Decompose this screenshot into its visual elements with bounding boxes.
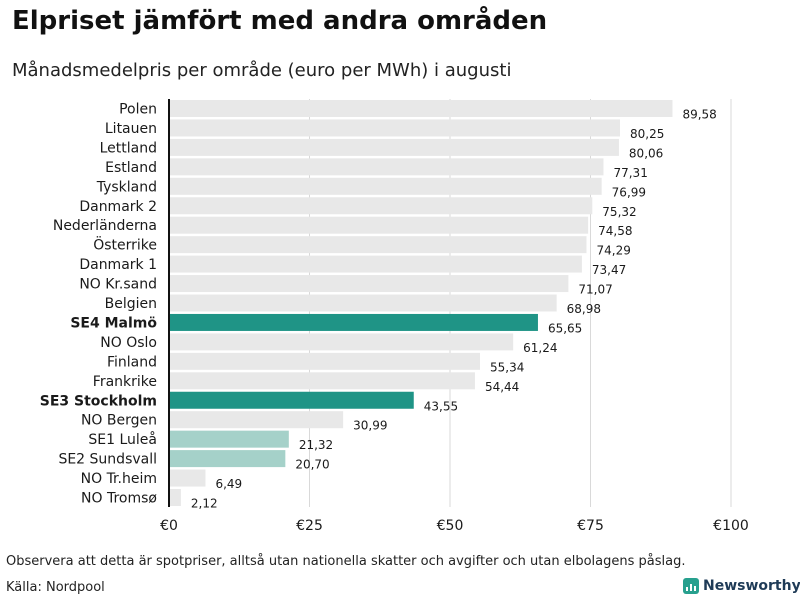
bar <box>169 177 602 195</box>
value-label: 2,12 <box>191 497 218 511</box>
bar <box>169 333 514 351</box>
x-tick-label: €50 <box>437 518 464 534</box>
category-label: NO Tromsø <box>81 491 157 507</box>
category-label: SE2 Sundsvall <box>58 452 157 468</box>
value-label: 6,49 <box>215 477 242 491</box>
x-tick-label: €0 <box>160 518 178 534</box>
bar <box>169 158 604 176</box>
source-label: Källa: Nordpool <box>6 580 105 595</box>
x-tick-label: €25 <box>296 518 323 534</box>
category-label: SE4 Malmö <box>70 315 157 331</box>
value-label: 61,24 <box>523 341 557 355</box>
category-label: NO Oslo <box>100 335 157 351</box>
brand-name: Newsworthy <box>703 578 800 594</box>
bar <box>169 119 621 137</box>
category-label: Danmark 1 <box>79 257 157 273</box>
value-label: 68,98 <box>567 302 601 316</box>
category-label: NO Kr.sand <box>79 277 157 293</box>
value-label: 74,29 <box>597 244 631 258</box>
value-label: 21,32 <box>299 438 333 452</box>
value-label: 65,65 <box>548 321 582 335</box>
bar <box>169 469 206 487</box>
footnote: Observera att detta är spotpriser, allts… <box>6 554 686 569</box>
category-label: Danmark 2 <box>79 199 157 215</box>
category-label: Litauen <box>105 121 157 137</box>
category-label: Estland <box>105 160 157 176</box>
category-label: Nederländerna <box>53 218 157 234</box>
value-label: 75,32 <box>602 205 636 219</box>
value-label: 80,06 <box>629 146 663 160</box>
x-tick-label: €100 <box>713 518 749 534</box>
bar <box>169 236 587 254</box>
value-label: 55,34 <box>490 360 524 374</box>
value-label: 54,44 <box>485 380 519 394</box>
bar <box>169 352 481 370</box>
value-label: 74,58 <box>598 224 632 238</box>
value-label: 43,55 <box>424 399 458 413</box>
bar <box>169 216 589 234</box>
value-label: 80,25 <box>630 127 664 141</box>
bar <box>169 275 569 293</box>
value-label: 20,70 <box>295 458 329 472</box>
bar <box>169 313 538 331</box>
value-label: 73,47 <box>592 263 626 277</box>
bar-chart: Polen 89,58 Litauen 80,25 Lettland 80,06 Estla… <box>40 99 749 534</box>
bar-chart-icon <box>683 578 699 594</box>
bar <box>169 450 286 468</box>
chart-subtitle: Månadsmedelpris per område (euro per MWh… <box>12 60 512 81</box>
category-label: Polen <box>119 102 157 118</box>
category-label: Tyskland <box>96 179 157 195</box>
bar <box>169 391 414 409</box>
chart-title: Elpriset jämfört med andra områden <box>12 6 548 36</box>
category-label: Frankrike <box>93 374 157 390</box>
bar <box>169 372 475 390</box>
value-label: 71,07 <box>578 283 612 297</box>
category-label: Österrike <box>93 236 157 254</box>
bar <box>169 294 557 312</box>
category-label: SE3 Stockholm <box>40 393 157 409</box>
value-label: 77,31 <box>613 166 647 180</box>
bar <box>169 138 619 156</box>
category-label: Belgien <box>105 296 157 312</box>
category-label: NO Tr.heim <box>81 471 157 487</box>
x-tick-label: €75 <box>577 518 604 534</box>
category-label: NO Bergen <box>81 413 157 429</box>
brand-logo: Newsworthy <box>683 578 800 594</box>
bar <box>169 489 181 506</box>
bar <box>169 255 582 273</box>
bar <box>169 100 673 117</box>
value-label: 76,99 <box>612 185 646 199</box>
category-label: SE1 Luleå <box>88 431 157 448</box>
category-label: Finland <box>107 354 157 370</box>
bar <box>169 197 593 215</box>
bar <box>169 430 289 448</box>
bar <box>169 411 344 429</box>
value-label: 30,99 <box>353 419 387 433</box>
value-label: 89,58 <box>682 108 716 122</box>
category-label: Lettland <box>100 140 157 156</box>
